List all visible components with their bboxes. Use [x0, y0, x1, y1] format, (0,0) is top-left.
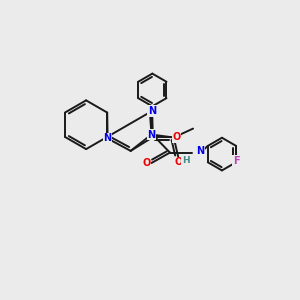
Text: N: N: [103, 134, 112, 143]
Text: O: O: [142, 158, 150, 168]
Text: F: F: [233, 156, 239, 166]
Text: O: O: [172, 132, 181, 142]
Text: O: O: [174, 157, 182, 167]
Text: N: N: [196, 146, 204, 156]
Text: N: N: [148, 106, 156, 116]
Text: H: H: [182, 155, 190, 164]
Text: N: N: [147, 130, 155, 140]
